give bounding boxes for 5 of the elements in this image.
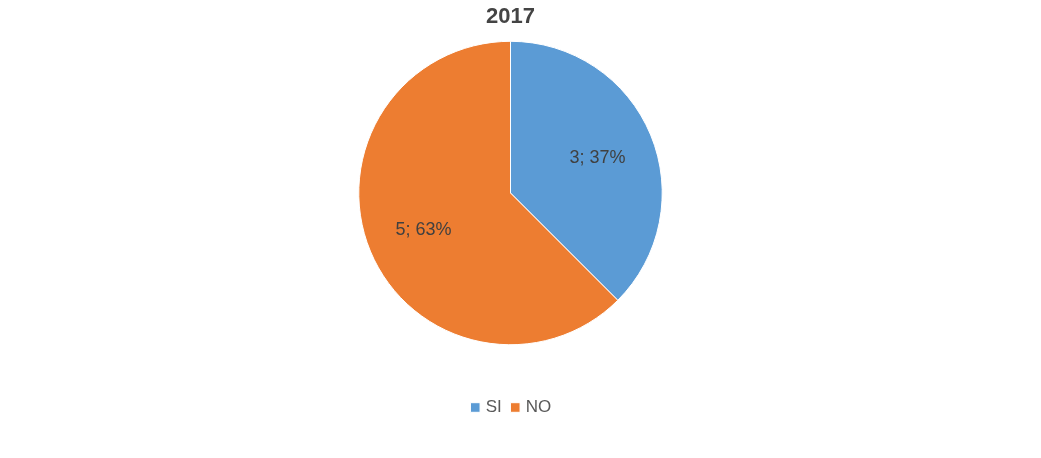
legend-label: SI — [485, 397, 503, 417]
chart-title: 2017 — [486, 2, 535, 28]
data-label: 5; 63% — [395, 219, 452, 240]
legend-label: NO — [525, 397, 552, 417]
data-label: 3; 37% — [569, 147, 626, 168]
